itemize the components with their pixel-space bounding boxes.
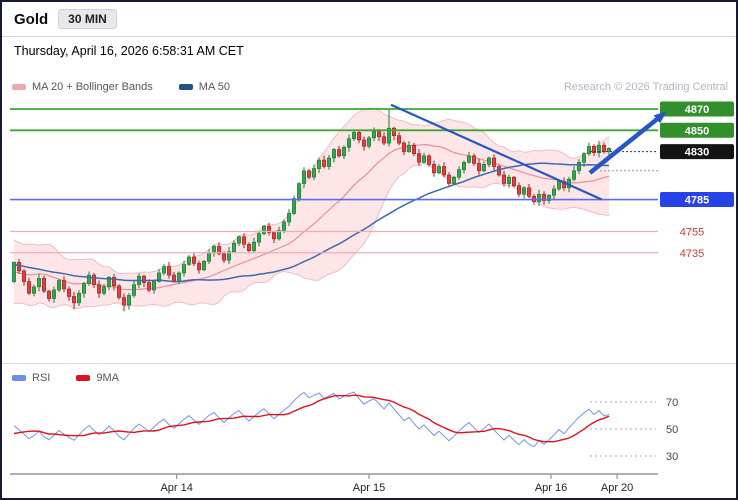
- level-label-4785: [660, 192, 734, 208]
- ma20-bollinger-label: MA 20 + Bollinger Bands: [32, 81, 153, 93]
- ma50-line: [13, 162, 610, 283]
- time-axis: Apr 14 Apr 15 Apr 16 Apr 20: [10, 473, 658, 494]
- x-axis-label: Apr 15: [353, 482, 385, 494]
- level-label-4850: [660, 122, 734, 138]
- rsi-tick-label-70: 70: [666, 397, 678, 409]
- ma20-bollinger-swatch-icon: [12, 84, 26, 90]
- svg-text:4785: 4785: [685, 195, 709, 207]
- rsi-panel: RSI 9MA 70 50 30: [2, 363, 736, 470]
- downtrend-line: [390, 103, 603, 201]
- main-chart-legend: MA 20 + Bollinger Bands MA 50 Research ©…: [12, 81, 728, 93]
- rsi-9ma-line: [13, 394, 610, 443]
- level-label-4870: [660, 101, 734, 117]
- bollinger-upper-line: [13, 107, 610, 275]
- rsi-legend: RSI 9MA: [2, 364, 736, 388]
- watermark: Research © 2026 Trading Central: [563, 81, 728, 93]
- projection-arrow-shaft: [588, 117, 659, 175]
- rsi-tick-label-50: 50: [666, 424, 678, 436]
- rsi-chart: 70 50 30: [13, 391, 678, 463]
- ma50-swatch-icon: [178, 84, 193, 90]
- chart-header: Gold 30 MIN: [2, 2, 736, 37]
- svg-text:4850: 4850: [685, 125, 709, 137]
- ma20-line: [13, 143, 610, 291]
- chart-datetime: Thursday, April 16, 2026 6:58:31 AM CET: [14, 44, 244, 58]
- candlestick-chart: 4870 4850 4830 4785 4755 4735: [10, 101, 734, 312]
- x-axis-label: Apr 20: [601, 482, 633, 494]
- ma9-label: 9MA: [96, 372, 119, 384]
- level-label-4830: [660, 144, 734, 160]
- bollinger-lower-line: [13, 162, 610, 310]
- svg-text:4830: 4830: [685, 147, 709, 159]
- level-label-4755: 4755: [680, 226, 704, 238]
- rsi-swatch-icon: [12, 375, 26, 381]
- candles-group: [12, 109, 611, 312]
- rsi-label: RSI: [32, 372, 51, 384]
- projection-arrow-head: [653, 111, 667, 124]
- ma9-swatch-icon: [76, 375, 91, 381]
- timeframe-badge: 30 MIN: [58, 9, 117, 29]
- instrument-title: Gold: [14, 10, 49, 28]
- x-axis-label: Apr 16: [535, 482, 567, 494]
- ma50-label: MA 50: [198, 81, 230, 93]
- price-chart-panel: MA 20 + Bollinger Bands MA 50 Research ©…: [2, 63, 736, 363]
- rsi-line: [13, 391, 610, 448]
- svg-text:4870: 4870: [685, 104, 709, 116]
- bollinger-band: [14, 108, 609, 309]
- rsi-tick-label-30: 30: [666, 451, 678, 463]
- x-axis-label: Apr 14: [160, 482, 192, 494]
- level-label-4735: 4735: [680, 248, 704, 260]
